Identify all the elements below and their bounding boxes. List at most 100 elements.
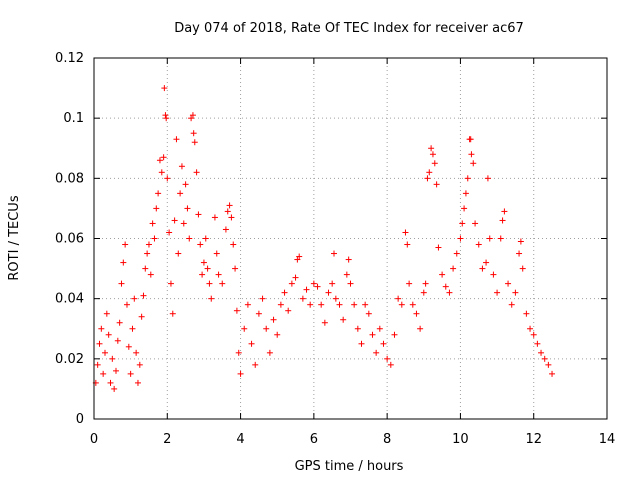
data-point	[467, 136, 474, 143]
data-point	[98, 325, 105, 332]
data-point	[395, 295, 402, 302]
data-point	[235, 349, 242, 356]
data-point	[294, 256, 301, 263]
data-point	[116, 319, 123, 326]
data-point	[499, 217, 506, 224]
y-tick-label: 0.02	[55, 352, 84, 367]
data-point	[169, 310, 176, 317]
y-tick-label: 0.06	[55, 232, 84, 247]
x-tick-label: 0	[90, 432, 98, 447]
data-point	[178, 163, 185, 170]
data-point	[332, 295, 339, 302]
data-point	[195, 211, 202, 218]
data-point	[413, 310, 420, 317]
data-point	[222, 226, 229, 233]
data-point	[387, 361, 394, 368]
data-point	[215, 271, 222, 278]
data-point	[184, 205, 191, 212]
data-point	[345, 256, 352, 263]
data-point	[351, 301, 358, 308]
data-point	[281, 289, 288, 296]
data-point	[464, 175, 471, 182]
data-point	[472, 220, 479, 227]
data-point	[151, 235, 158, 242]
data-point	[103, 310, 110, 317]
data-point	[274, 331, 281, 338]
data-point	[404, 241, 411, 248]
x-tick-label: 14	[599, 432, 616, 447]
data-point	[129, 325, 136, 332]
data-point	[202, 235, 209, 242]
data-point	[376, 325, 383, 332]
data-point	[232, 265, 239, 272]
data-point	[508, 301, 515, 308]
data-point	[145, 241, 152, 248]
data-point	[190, 130, 197, 137]
data-point	[428, 145, 435, 152]
data-point	[160, 154, 167, 161]
y-tick-label: 0.08	[55, 171, 84, 186]
data-point	[479, 265, 486, 272]
data-point	[162, 112, 169, 119]
data-point	[133, 349, 140, 356]
data-point	[100, 370, 107, 377]
data-point	[230, 241, 237, 248]
data-point	[123, 301, 130, 308]
data-point	[101, 349, 108, 356]
data-point	[206, 280, 213, 287]
data-point	[158, 169, 165, 176]
data-point	[468, 151, 475, 158]
data-point	[219, 280, 226, 287]
data-point	[138, 313, 145, 320]
data-point	[131, 295, 138, 302]
data-point	[208, 295, 215, 302]
data-point	[134, 379, 141, 386]
data-point	[343, 271, 350, 278]
data-point	[248, 340, 255, 347]
data-point	[199, 271, 206, 278]
data-point	[538, 349, 545, 356]
data-point	[380, 340, 387, 347]
data-point	[149, 220, 156, 227]
data-point	[549, 370, 556, 377]
data-point	[347, 280, 354, 287]
data-point	[285, 307, 292, 314]
data-point	[296, 253, 303, 260]
data-point	[111, 385, 118, 392]
x-tick-label: 12	[525, 432, 542, 447]
data-point	[439, 271, 446, 278]
data-point	[409, 301, 416, 308]
data-point	[435, 244, 442, 251]
plot-frame	[93, 57, 608, 420]
data-point	[505, 280, 512, 287]
data-point	[233, 307, 240, 314]
data-point	[200, 259, 207, 266]
data-point	[197, 241, 204, 248]
data-point	[433, 181, 440, 188]
data-point	[307, 301, 314, 308]
data-point	[189, 112, 196, 119]
data-point	[384, 355, 391, 362]
data-point	[299, 295, 306, 302]
data-point	[417, 325, 424, 332]
data-point	[457, 235, 464, 242]
data-point	[325, 289, 332, 296]
data-point	[494, 289, 501, 296]
data-point	[303, 286, 310, 293]
data-point	[288, 280, 295, 287]
data-point	[213, 250, 220, 257]
data-point	[292, 274, 299, 281]
data-point	[541, 355, 548, 362]
data-point	[228, 214, 235, 221]
data-point	[204, 265, 211, 272]
data-point	[442, 283, 449, 290]
data-point	[153, 205, 160, 212]
data-point	[244, 301, 251, 308]
data-point	[523, 310, 530, 317]
data-point	[255, 310, 262, 317]
data-point	[470, 160, 477, 167]
y-tick-label: 0.04	[55, 292, 84, 307]
y-tick-label: 0.1	[63, 111, 84, 126]
data-point	[127, 370, 134, 377]
data-point	[161, 85, 168, 92]
